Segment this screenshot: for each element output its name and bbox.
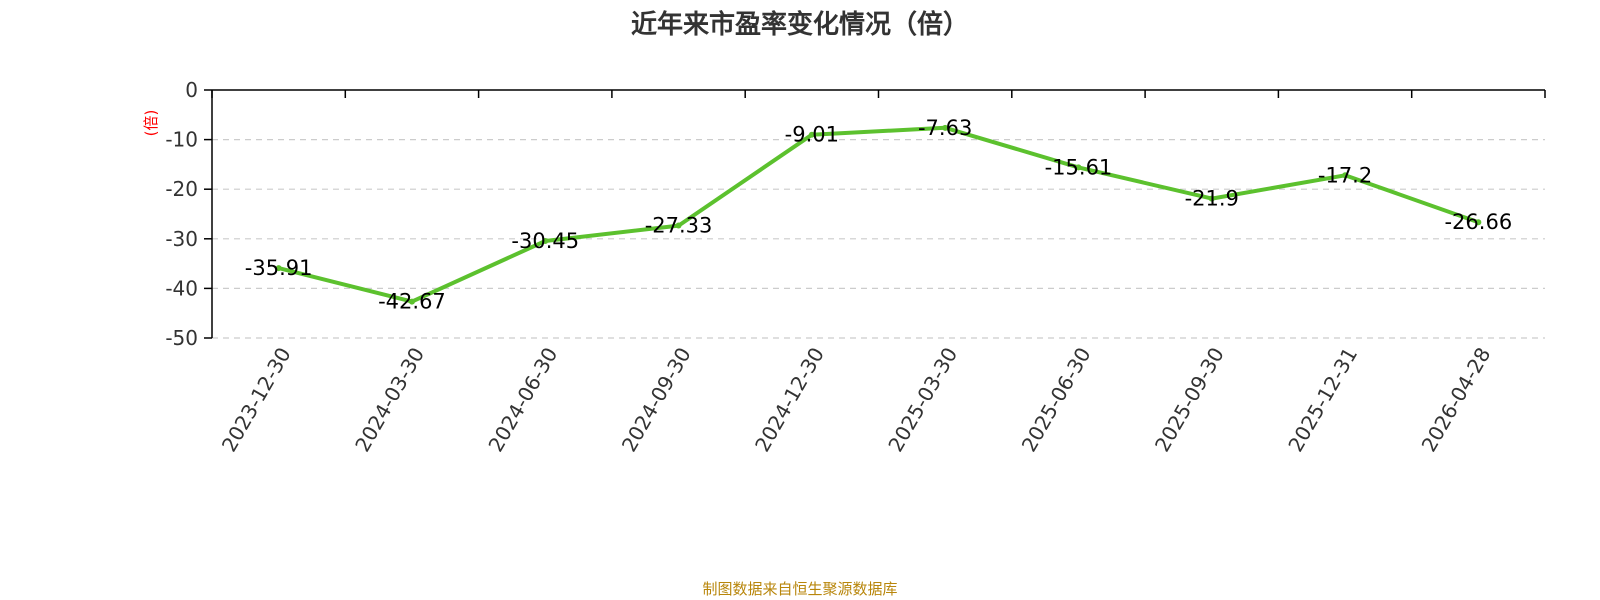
x-tick-label: 2024-06-30 (483, 343, 562, 456)
data-label: -35.91 (245, 256, 313, 280)
x-tick-label: 2024-12-30 (750, 343, 829, 456)
data-labels: -35.91 -42.67 -30.45 -27.33 -9.01 -7.63 -15.61… (245, 116, 1512, 314)
data-points (275, 124, 1482, 305)
data-label: -7.63 (918, 116, 972, 140)
x-tick-label: 2025-03-30 (883, 343, 962, 456)
x-tick-labels: 2023-12-30 2024-03-30 2024-06-30 2024-09-30… (211, 90, 1546, 456)
data-point (542, 238, 549, 245)
data-label: -30.45 (511, 229, 579, 253)
x-tick-label: 2025-12-31 (1283, 343, 1362, 456)
data-point (675, 222, 682, 229)
data-point (1475, 219, 1482, 226)
y-tick-label: -20 (165, 177, 198, 201)
data-point (1208, 195, 1215, 202)
y-tick-label: -30 (165, 227, 198, 251)
x-tick-label: 2024-09-30 (617, 343, 696, 456)
y-tick-label: 0 (185, 78, 198, 102)
data-point (808, 131, 815, 138)
x-tick-label: 2024-03-30 (350, 343, 429, 456)
y-tick-label: -10 (165, 128, 198, 152)
data-label: -42.67 (378, 290, 446, 314)
y-tick-label: -40 (165, 276, 198, 300)
data-label: -15.61 (1045, 155, 1113, 179)
data-label: -21.9 (1185, 187, 1239, 211)
data-point (1342, 172, 1349, 179)
grid-layer (212, 139, 1545, 339)
data-label: -27.33 (645, 214, 713, 238)
data-point (1075, 164, 1082, 171)
series-line (276, 125, 1481, 304)
y-tick-labels: 0 -10 -20 -30 -40 -50 (165, 78, 212, 350)
data-point (275, 265, 282, 272)
chart-title: 近年来市盈率变化情况（倍） (630, 10, 969, 40)
data-label: -9.01 (785, 123, 839, 147)
x-tick-label: 2023-12-30 (217, 343, 296, 456)
source-note: 制图数据来自恒生聚源数据库 (702, 580, 898, 598)
y-unit-label: (倍) (142, 110, 160, 137)
x-tick-label: 2025-09-30 (1150, 343, 1229, 456)
data-point (942, 124, 949, 131)
data-label: -17.2 (1318, 163, 1372, 187)
x-tick-label: 2026-04-28 (1417, 343, 1496, 456)
x-tick-label: 2025-06-30 (1017, 343, 1096, 456)
data-label: -26.66 (1444, 210, 1512, 234)
data-point (408, 298, 415, 305)
y-tick-label: -50 (165, 326, 198, 350)
